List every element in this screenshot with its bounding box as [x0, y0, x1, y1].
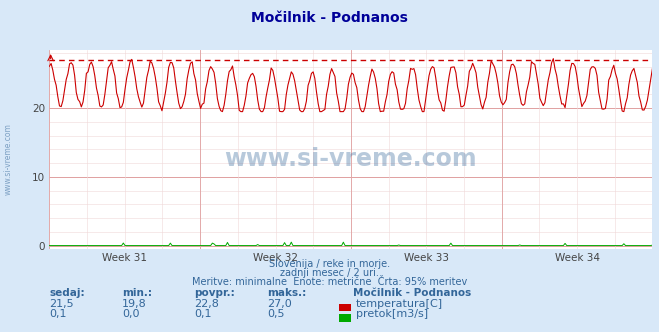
- Text: 21,5: 21,5: [49, 299, 74, 309]
- Text: Močilnik - Podnanos: Močilnik - Podnanos: [353, 288, 471, 298]
- Text: Slovenija / reke in morje.: Slovenija / reke in morje.: [269, 259, 390, 269]
- Text: Meritve: minimalne  Enote: metrične  Črta: 95% meritev: Meritve: minimalne Enote: metrične Črta:…: [192, 277, 467, 287]
- Text: sedaj:: sedaj:: [49, 288, 85, 298]
- Text: povpr.:: povpr.:: [194, 288, 235, 298]
- Text: 0,1: 0,1: [194, 309, 212, 319]
- Text: 0,5: 0,5: [267, 309, 285, 319]
- Text: 19,8: 19,8: [122, 299, 147, 309]
- Text: min.:: min.:: [122, 288, 152, 298]
- Text: 27,0: 27,0: [267, 299, 292, 309]
- Text: 0,0: 0,0: [122, 309, 140, 319]
- Text: 22,8: 22,8: [194, 299, 219, 309]
- Text: www.si-vreme.com: www.si-vreme.com: [225, 147, 477, 171]
- Text: zadnji mesec / 2 uri.: zadnji mesec / 2 uri.: [280, 268, 379, 278]
- Text: 0,1: 0,1: [49, 309, 67, 319]
- Text: www.si-vreme.com: www.si-vreme.com: [3, 124, 13, 195]
- Text: Močilnik - Podnanos: Močilnik - Podnanos: [251, 11, 408, 25]
- Text: pretok[m3/s]: pretok[m3/s]: [356, 309, 428, 319]
- Text: temperatura[C]: temperatura[C]: [356, 299, 443, 309]
- Text: maks.:: maks.:: [267, 288, 306, 298]
